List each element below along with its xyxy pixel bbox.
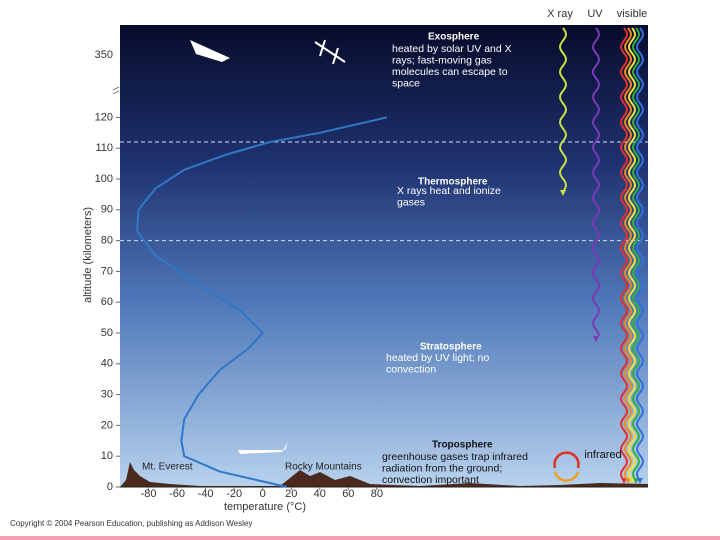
infrared-loop: [553, 471, 580, 482]
x-axis-label: temperature (°C): [224, 501, 306, 513]
visible-wave-head: [621, 478, 627, 484]
x-tick-label: -40: [198, 488, 214, 500]
spectrum-label: infrared: [584, 449, 621, 461]
layer-title: Thermosphere: [418, 177, 488, 188]
y-tick-label: 120: [95, 111, 113, 123]
layer-title: Exosphere: [428, 32, 480, 43]
layer-title: Troposphere: [432, 440, 493, 451]
uv-wave-head: [593, 336, 599, 342]
y-tick-label: 90: [101, 204, 113, 216]
layer-description: convection important: [382, 474, 479, 486]
x-tick-label: -20: [226, 488, 242, 500]
x-tick-label: 0: [260, 488, 266, 500]
xray-wave-head: [560, 190, 566, 196]
uv-wave: [591, 27, 601, 337]
visible-wave-head: [625, 478, 631, 484]
visible-wave-head: [637, 478, 643, 484]
visible-wave-head: [633, 478, 639, 484]
layer-description: greenhouse gases trap infrared: [382, 451, 528, 463]
layer-description: gases: [397, 196, 425, 208]
layer-description: X rays heat and ionize: [397, 185, 501, 197]
y-tick-label: 350: [95, 49, 113, 61]
visible-wave: [635, 27, 645, 479]
layer-description: space: [392, 77, 420, 89]
x-tick-label: 80: [371, 488, 383, 500]
layer-description: radiation from the ground;: [382, 462, 502, 474]
y-tick-label: 20: [101, 419, 113, 431]
y-tick-label: 40: [101, 358, 113, 370]
shuttle-icon: [190, 40, 230, 62]
y-tick-label: 50: [101, 327, 113, 339]
copyright: Copyright © 2004 Pearson Education, publ…: [10, 519, 252, 528]
visible-wave: [623, 27, 633, 479]
spectrum-label: X ray: [547, 8, 573, 20]
visible-wave-head: [629, 478, 635, 484]
y-tick-label: 60: [101, 296, 113, 308]
layer-title: Stratosphere: [420, 342, 482, 353]
y-tick-label: 70: [101, 265, 113, 277]
y-tick-label: 110: [95, 142, 113, 154]
mountain-label: Mt. Everest: [142, 462, 193, 473]
temperature-curve: [136, 116, 388, 488]
infrared-loop: [553, 451, 580, 469]
layer-description: molecules can escape to: [392, 66, 508, 78]
bottom-band: [0, 536, 720, 540]
x-tick-label: 40: [314, 488, 326, 500]
axis-break: [112, 86, 120, 95]
x-tick-label: -60: [169, 488, 185, 500]
mountain-label: Rocky Mountains: [285, 462, 362, 473]
y-axis-label: altitude (kilometers): [82, 207, 94, 303]
xray-wave: [558, 27, 568, 191]
y-tick-label: 10: [101, 450, 113, 462]
airplane-icon: [238, 442, 288, 454]
station-icon: [314, 39, 346, 65]
x-tick-label: 60: [342, 488, 354, 500]
layer-description: heated by UV light; no: [386, 352, 489, 364]
visible-wave: [631, 27, 641, 479]
ground-silhouette: [120, 462, 648, 487]
x-tick-label: -80: [141, 488, 157, 500]
visible-wave: [619, 27, 629, 479]
spectrum-label: visible: [617, 8, 648, 20]
x-tick-label: 20: [285, 488, 297, 500]
layer-description: rays; fast-moving gas: [392, 54, 492, 66]
y-tick-label: 30: [101, 389, 113, 401]
sky-background: [120, 25, 648, 487]
y-tick-label: 100: [95, 173, 113, 185]
layer-description: heated by solar UV and X: [392, 43, 512, 55]
y-tick-label: 0: [107, 481, 113, 493]
layer-description: convection: [386, 363, 436, 375]
spectrum-label: UV: [587, 8, 603, 20]
visible-wave: [627, 27, 637, 479]
y-tick-label: 80: [101, 235, 113, 247]
